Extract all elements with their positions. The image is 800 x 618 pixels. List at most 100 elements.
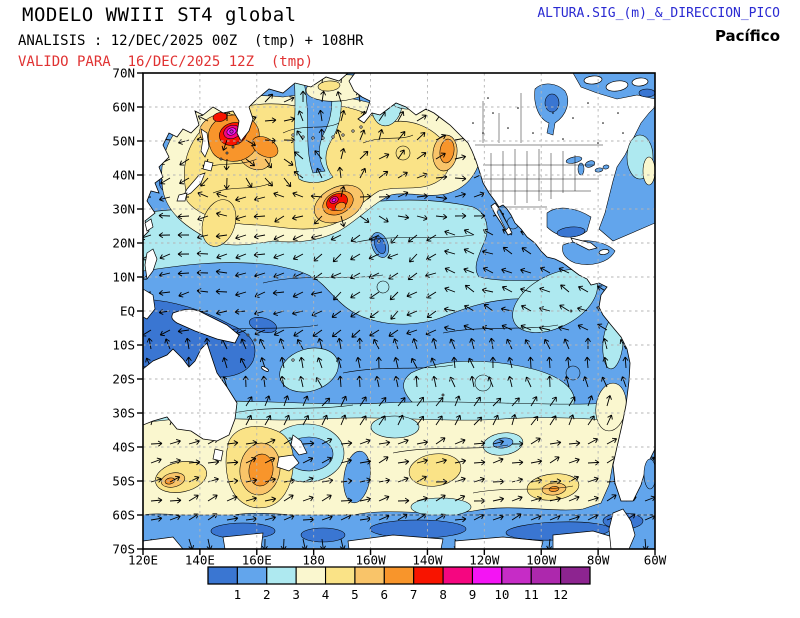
wave-direction-arrow [387, 253, 399, 260]
wave-direction-arrow [283, 158, 294, 166]
wave-direction-arrow [378, 396, 387, 407]
wave-direction-arrow [298, 356, 305, 369]
lat-tick-label: EQ [120, 304, 135, 319]
wave-direction-arrow [235, 253, 247, 260]
wave-direction-arrow [359, 458, 372, 465]
colorbar-label: 3 [292, 587, 300, 602]
wave-direction-arrow [549, 396, 557, 407]
wave-direction-arrow [449, 338, 456, 350]
inland-water [496, 73, 655, 490]
wave-direction-arrow [527, 356, 534, 369]
wave-direction-arrow [602, 356, 609, 369]
colorbar-cell [383, 566, 415, 585]
asia-landmass [143, 73, 349, 238]
wave-direction-arrow [530, 458, 543, 465]
latitude-axis: 70N 60N 50N 40N 30N 20N 10N EQ 10S 20S 30S 40S 50S 60… [112, 66, 143, 557]
wave-direction-arrow [489, 356, 496, 369]
wave-direction-arrow [159, 329, 171, 337]
antarctica-1 [143, 536, 184, 549]
wave-direction-arrow [215, 268, 228, 275]
wave-direction-arrow [264, 415, 272, 426]
wave-direction-arrow [223, 158, 230, 171]
wave-direction-arrow [339, 538, 346, 549]
wave-direction-arrow [378, 215, 389, 223]
wave-direction-arrow [463, 267, 475, 274]
wave-direction-arrow [177, 270, 190, 277]
wave-direction-arrow [340, 440, 353, 447]
wave-direction-arrow [560, 284, 570, 293]
wave-direction-arrow [313, 215, 323, 225]
wave-direction-arrow [431, 337, 438, 350]
gulf-of-california [496, 208, 510, 231]
lon-tick-label: 160W [356, 553, 387, 568]
wave-direction-arrow [558, 325, 570, 332]
wave-direction-arrow [310, 193, 323, 200]
wave-direction-arrow [372, 338, 380, 350]
wave-direction-arrow [409, 253, 418, 263]
wave-direction-arrow [511, 495, 523, 502]
wave-direction-arrow [435, 415, 443, 426]
wave-direction-arrow [444, 267, 456, 274]
wave-direction-arrow [587, 476, 599, 483]
wave-direction-arrow [215, 233, 228, 239]
wave-direction-arrow [283, 395, 290, 407]
wave-direction-arrow [549, 496, 561, 503]
wave-direction-arrow [506, 338, 513, 350]
wave-direction-arrow [264, 117, 277, 124]
wave-direction-arrow [321, 437, 333, 445]
lat-tick-label: 40S [112, 440, 135, 455]
wave-direction-arrow [177, 232, 190, 238]
wave-direction-arrow [530, 437, 541, 445]
wave-direction-arrow [444, 249, 456, 255]
wave-direction-arrow [177, 213, 190, 220]
wave-direction-arrow [397, 111, 405, 122]
wave-direction-arrow [312, 329, 323, 337]
wave-direction-arrow [444, 229, 456, 236]
wave-direction-arrow [473, 440, 486, 447]
colorbar-label: 8 [439, 587, 447, 602]
lat-tick-label: 50N [112, 134, 135, 149]
wave-direction-arrow [264, 496, 277, 503]
wave-direction-arrow [454, 494, 466, 502]
wave-direction-arrow [501, 267, 513, 274]
wave-direction-arrow [587, 495, 599, 502]
wave-direction-arrow [416, 475, 427, 483]
wave-direction-arrow [463, 324, 475, 331]
caribbean-sea [562, 240, 616, 265]
colorbar-label: 9 [469, 587, 477, 602]
wave-direction-arrow [321, 477, 334, 484]
wave-direction-arrow [292, 253, 304, 261]
wave-direction-arrow [464, 284, 475, 293]
small-islands [219, 125, 573, 397]
wave-direction-arrow [296, 339, 304, 350]
wave-direction-arrow [359, 167, 367, 179]
wave-direction-arrow [473, 416, 483, 426]
wave-direction-arrow [435, 458, 447, 464]
wave-direction-arrow [549, 415, 557, 426]
wave-direction-arrow [406, 291, 418, 298]
colorbar-cell [530, 566, 562, 585]
wave-direction-arrow [416, 131, 426, 141]
wave-direction-arrow [397, 214, 410, 221]
wave-direction-arrow [235, 272, 247, 278]
wave-direction-arrow [226, 459, 239, 466]
wave-direction-arrow [235, 215, 247, 221]
wave-direction-arrow [378, 193, 391, 200]
wave-direction-arrow [359, 438, 371, 445]
wave-direction-arrow [416, 396, 424, 407]
wave-direction-arrow [169, 497, 182, 504]
wave-direction-arrow [642, 538, 649, 549]
wave-direction-arrow [454, 395, 461, 407]
wave-direction-arrow [245, 177, 253, 188]
colorbar-cell [560, 566, 591, 585]
wave-direction-arrow [393, 356, 400, 369]
wave-direction-arrow [337, 166, 344, 179]
wave-direction-arrow [235, 196, 247, 202]
lon-tick-label: 100W [526, 553, 557, 568]
wave-direction-arrow [160, 177, 171, 185]
wave-direction-arrow [245, 396, 253, 407]
wave-direction-arrow [397, 414, 404, 426]
wave-direction-arrow [215, 288, 228, 295]
wave-direction-arrow [298, 375, 305, 388]
